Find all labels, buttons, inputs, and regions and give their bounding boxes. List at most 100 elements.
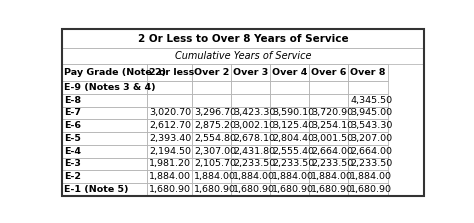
Text: E-5: E-5	[64, 134, 81, 143]
Bar	[348, 119, 388, 132]
Text: 3,720.90: 3,720.90	[311, 108, 354, 117]
Bar	[310, 158, 348, 170]
Text: E-6: E-6	[64, 121, 81, 130]
Text: 1,884.00: 1,884.00	[194, 172, 236, 181]
Text: Over 3: Over 3	[233, 68, 268, 77]
Bar	[62, 170, 147, 183]
Bar	[270, 94, 310, 107]
Bar	[192, 183, 231, 196]
Bar	[147, 81, 192, 94]
Bar	[62, 107, 147, 119]
Bar	[192, 107, 231, 119]
Text: 3,001.50: 3,001.50	[311, 134, 354, 143]
Bar	[231, 170, 270, 183]
Bar	[270, 81, 310, 94]
Bar	[231, 107, 270, 119]
Bar	[270, 64, 310, 81]
Text: 2,233.50: 2,233.50	[272, 159, 314, 168]
Bar	[147, 145, 192, 158]
Text: 3,020.70: 3,020.70	[149, 108, 191, 117]
Bar	[310, 132, 348, 145]
Text: 2,804.40: 2,804.40	[272, 134, 314, 143]
Text: Over 2: Over 2	[194, 68, 229, 77]
Text: 4,345.50: 4,345.50	[350, 96, 392, 105]
Text: 1,680.90: 1,680.90	[194, 185, 236, 194]
Bar	[62, 48, 424, 64]
Bar	[147, 132, 192, 145]
Bar	[310, 107, 348, 119]
Text: 2,555.40: 2,555.40	[272, 147, 314, 156]
Bar	[231, 183, 270, 196]
Text: 1,680.90: 1,680.90	[311, 185, 353, 194]
Text: Over 6: Over 6	[311, 68, 346, 77]
Bar	[192, 81, 231, 94]
Bar	[147, 170, 192, 183]
Text: 3,590.10: 3,590.10	[272, 108, 314, 117]
Text: E-2: E-2	[64, 172, 81, 181]
Bar	[310, 119, 348, 132]
Bar	[231, 119, 270, 132]
Text: E-3: E-3	[64, 159, 81, 168]
Text: 1,884.00: 1,884.00	[233, 172, 275, 181]
Bar	[310, 183, 348, 196]
Text: 1,884.00: 1,884.00	[272, 172, 314, 181]
Bar	[270, 119, 310, 132]
Bar	[62, 183, 147, 196]
Text: 3,125.40: 3,125.40	[272, 121, 314, 130]
Bar	[147, 119, 192, 132]
Bar	[62, 132, 147, 145]
Text: 1,680.90: 1,680.90	[272, 185, 314, 194]
Text: 1,884.00: 1,884.00	[350, 172, 392, 181]
Bar	[348, 170, 388, 183]
Bar	[231, 81, 270, 94]
Text: E-9 (Notes 3 & 4): E-9 (Notes 3 & 4)	[64, 83, 155, 92]
Bar	[270, 158, 310, 170]
Bar	[270, 183, 310, 196]
Bar	[192, 170, 231, 183]
Bar	[310, 145, 348, 158]
Bar	[231, 94, 270, 107]
Text: 3,945.00: 3,945.00	[350, 108, 392, 117]
Text: E-1 (Note 5): E-1 (Note 5)	[64, 185, 128, 194]
Text: 3,296.70: 3,296.70	[194, 108, 236, 117]
Bar	[310, 94, 348, 107]
Bar	[62, 94, 147, 107]
Text: 3,207.00: 3,207.00	[350, 134, 392, 143]
Text: 2,233.50: 2,233.50	[311, 159, 354, 168]
Bar	[62, 119, 147, 132]
Text: 1,884.00: 1,884.00	[149, 172, 191, 181]
Text: 2,233.50: 2,233.50	[233, 159, 275, 168]
Bar	[270, 132, 310, 145]
Bar	[192, 132, 231, 145]
Bar	[62, 145, 147, 158]
Text: 2,678.10: 2,678.10	[233, 134, 275, 143]
Bar	[192, 145, 231, 158]
Bar	[147, 94, 192, 107]
Bar	[270, 107, 310, 119]
Bar	[192, 94, 231, 107]
Text: 2,875.20: 2,875.20	[194, 121, 236, 130]
Bar	[62, 64, 147, 81]
Text: Over 4: Over 4	[272, 68, 308, 77]
Text: Cumulative Years of Service: Cumulative Years of Service	[175, 51, 311, 61]
Bar	[192, 158, 231, 170]
Bar	[310, 170, 348, 183]
Text: 2,307.00: 2,307.00	[194, 147, 236, 156]
Bar	[270, 145, 310, 158]
Text: 2,612.70: 2,612.70	[149, 121, 191, 130]
Text: 3,423.30: 3,423.30	[233, 108, 275, 117]
Text: 2 or less: 2 or less	[149, 68, 194, 77]
Bar	[231, 132, 270, 145]
Bar	[348, 158, 388, 170]
Bar	[348, 81, 388, 94]
Text: 2,431.80: 2,431.80	[233, 147, 275, 156]
Bar	[231, 145, 270, 158]
Text: 2,554.80: 2,554.80	[194, 134, 236, 143]
Bar	[348, 183, 388, 196]
Text: E-7: E-7	[64, 108, 81, 117]
Bar	[348, 94, 388, 107]
Bar	[231, 158, 270, 170]
Bar	[147, 107, 192, 119]
Text: 2,664.00: 2,664.00	[350, 147, 392, 156]
Text: 3,002.10: 3,002.10	[233, 121, 275, 130]
